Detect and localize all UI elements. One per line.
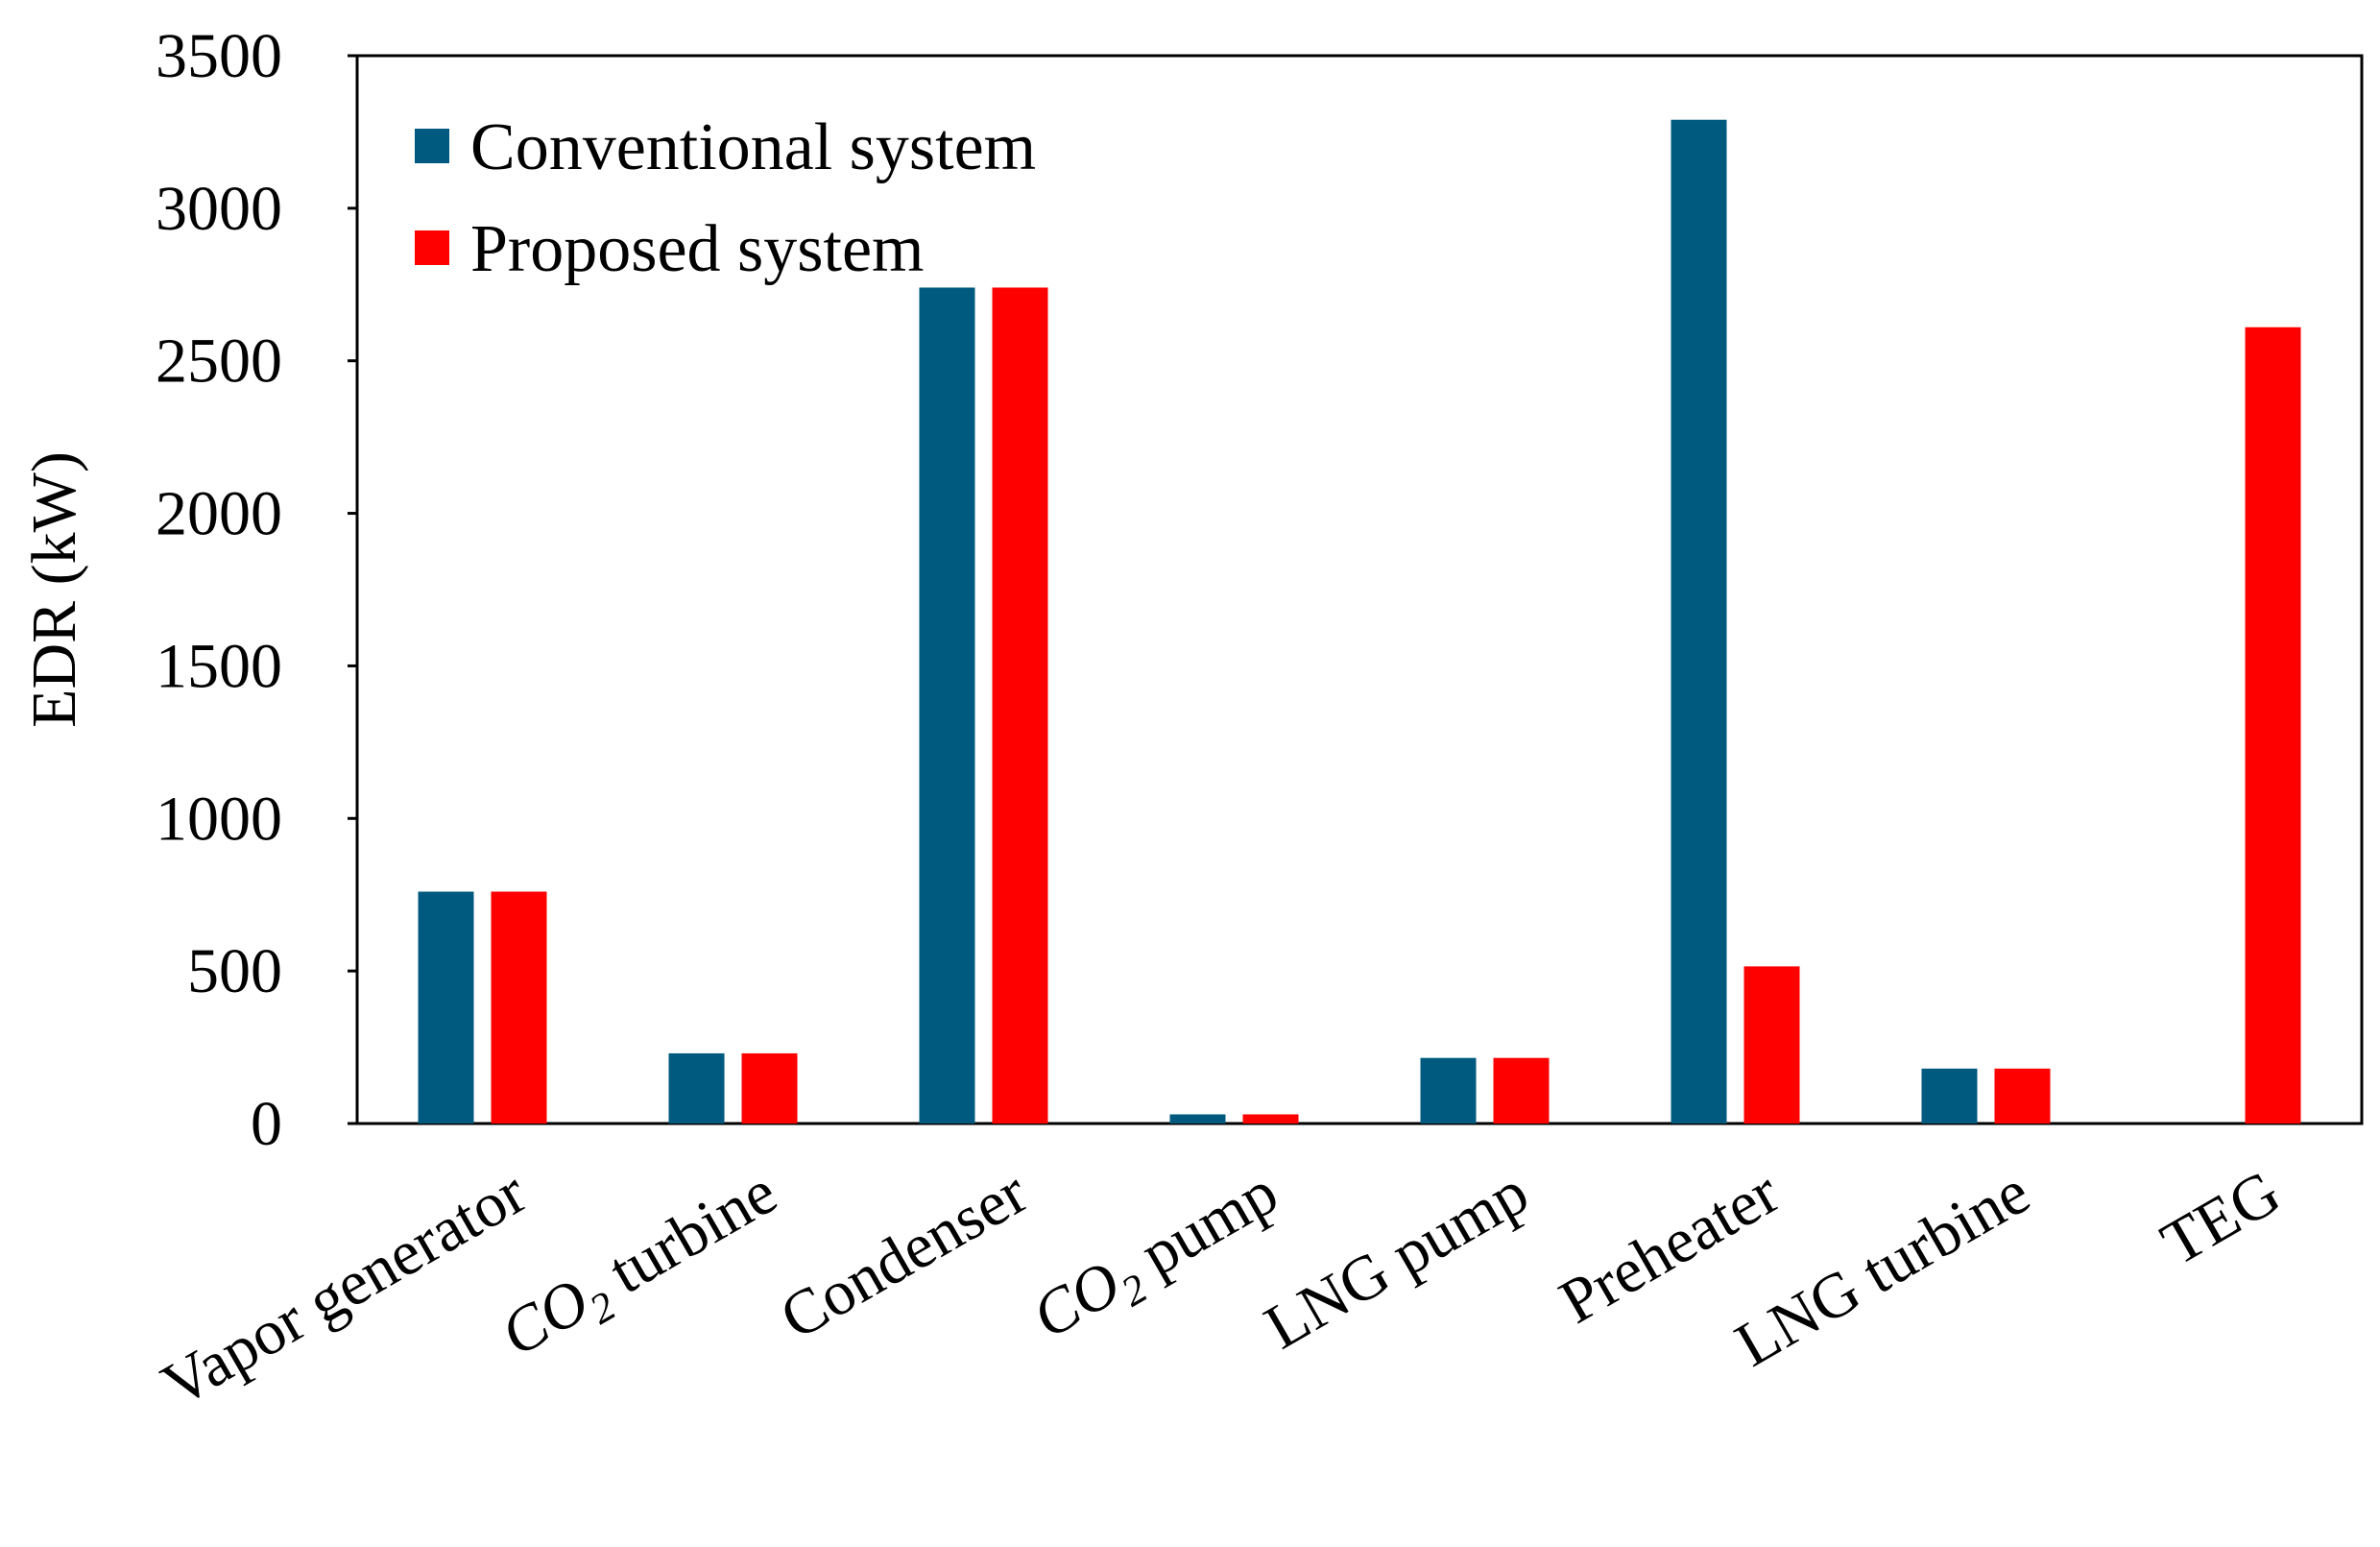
bar-conventional-2 bbox=[919, 287, 975, 1124]
bars-group bbox=[418, 119, 2301, 1124]
y-tick-label: 0 bbox=[251, 1089, 282, 1159]
bar-proposed-5 bbox=[1743, 966, 1800, 1124]
bar-conventional-3 bbox=[1169, 1114, 1226, 1124]
bar-proposed-0 bbox=[491, 891, 547, 1124]
y-tick-label: 2000 bbox=[156, 479, 282, 549]
y-tick-label: 1000 bbox=[156, 784, 282, 854]
legend-swatch-proposed bbox=[415, 230, 449, 265]
legend-label-conventional: Conventional system bbox=[470, 110, 1036, 184]
bar-conventional-1 bbox=[668, 1052, 725, 1124]
bar-proposed-3 bbox=[1242, 1114, 1299, 1124]
bar-proposed-2 bbox=[992, 287, 1048, 1124]
legend-item-conventional: Conventional system bbox=[415, 110, 1036, 184]
y-tick-label: 3000 bbox=[156, 174, 282, 244]
legend-item-proposed: Proposed system bbox=[415, 212, 925, 286]
legend-swatch-conventional bbox=[415, 129, 449, 163]
y-tick-label: 3500 bbox=[156, 21, 282, 91]
y-axis-ticks: 0 500 1000 1500 2000 2500 3000 3500 bbox=[156, 21, 357, 1159]
bar-proposed-4 bbox=[1493, 1057, 1550, 1124]
bar-proposed-1 bbox=[741, 1052, 798, 1124]
bar-proposed-6 bbox=[1994, 1068, 2051, 1124]
bar-conventional-0 bbox=[418, 891, 474, 1124]
plot-area-frame bbox=[355, 54, 2364, 1125]
legend-label-proposed: Proposed system bbox=[470, 212, 925, 286]
y-tick-label: 2500 bbox=[156, 326, 282, 397]
y-tick-label: 500 bbox=[187, 936, 282, 1006]
bar-conventional-5 bbox=[1671, 119, 1727, 1124]
legend: Conventional system Proposed system bbox=[415, 110, 1036, 286]
y-tick-label: 1500 bbox=[156, 631, 282, 701]
bar-proposed-7 bbox=[2245, 326, 2301, 1124]
y-axis-title: EDR (kW) bbox=[19, 451, 89, 728]
bar-conventional-6 bbox=[1921, 1068, 1978, 1124]
bar-conventional-4 bbox=[1420, 1057, 1477, 1124]
